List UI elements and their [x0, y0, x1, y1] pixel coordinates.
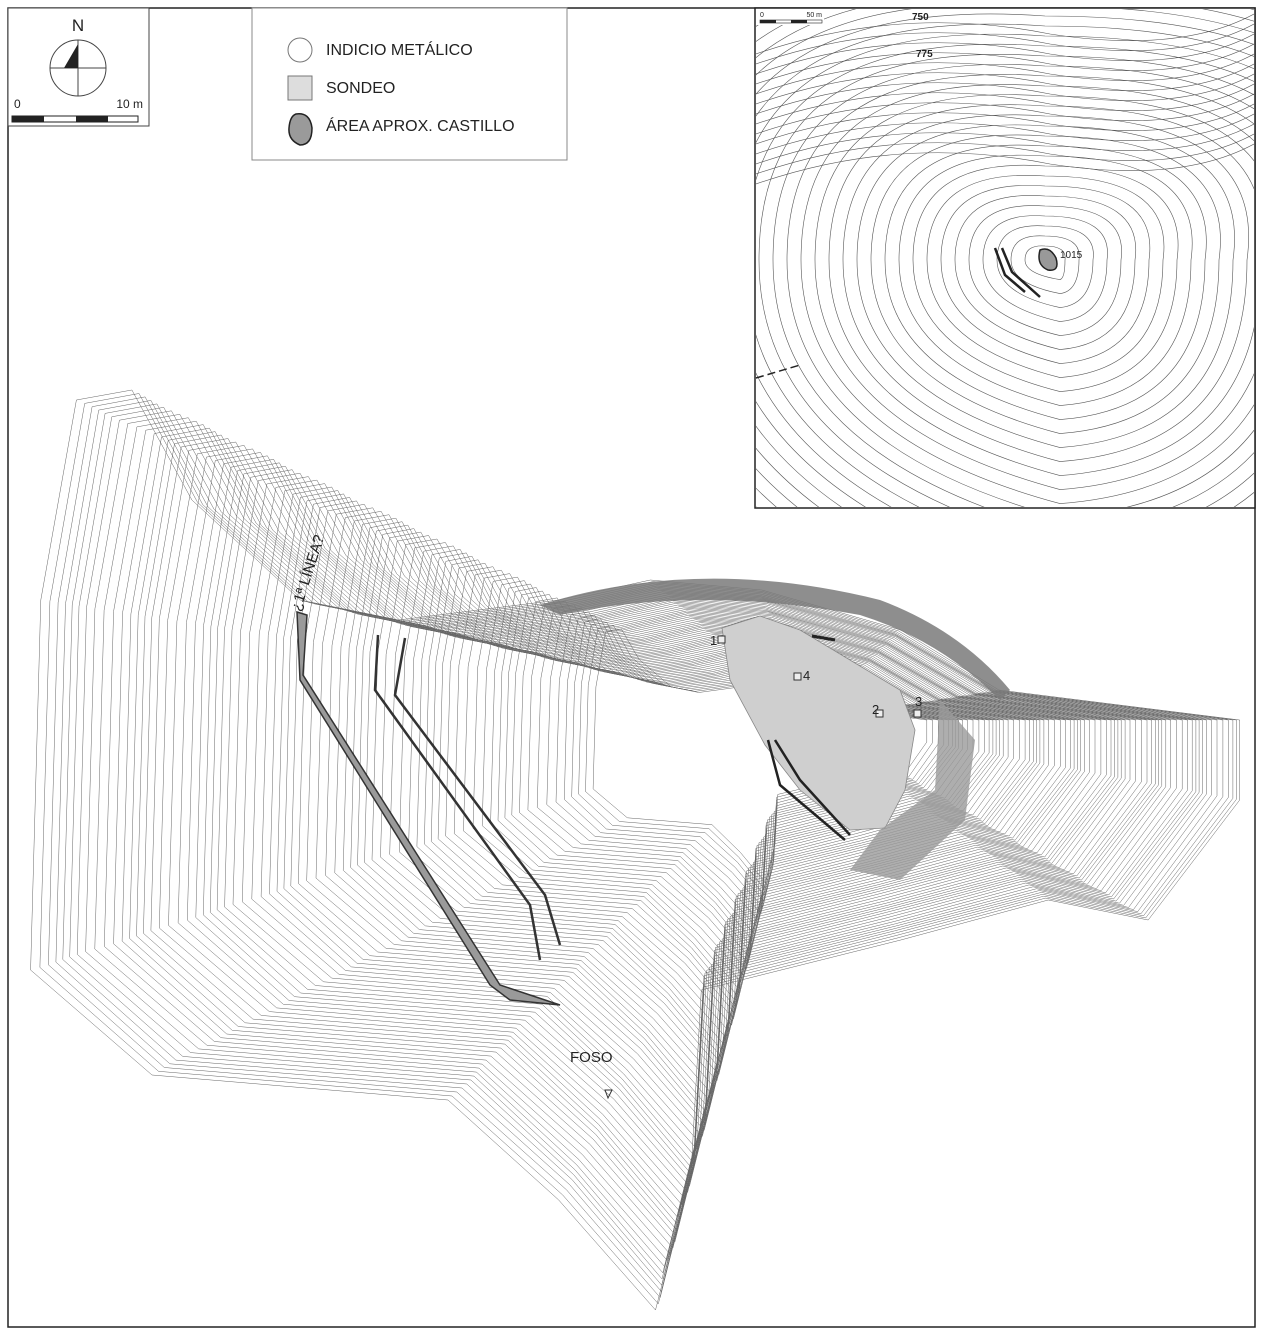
sounding-label: 2 — [872, 702, 879, 717]
inset-scale-start: 0 — [760, 12, 764, 19]
sounding-label: 3 — [915, 694, 922, 709]
scale-bar-segment — [76, 116, 108, 122]
inset-scale-segment — [760, 20, 776, 23]
moat-label: FOSO — [570, 1049, 613, 1066]
scale-bar-segment — [12, 116, 44, 122]
map: 1 2 3 4 ¿1ª LÍNEA? FOSO N 0 10 m INDICIO… — [0, 0, 1262, 1328]
north-label: N — [72, 16, 84, 35]
legend-label: ÁREA APROX. CASTILLO — [326, 116, 515, 135]
sondeo — [914, 710, 921, 717]
sounding-label: 1 — [710, 633, 717, 648]
sondeo — [718, 636, 725, 643]
legend-symbol — [289, 114, 312, 145]
sondeo — [794, 673, 801, 680]
scale-end: 10 m — [116, 97, 143, 111]
inset-scale-end: 50 m — [806, 12, 822, 19]
contour-label: 775 — [916, 49, 933, 60]
page: 1 2 3 4 ¿1ª LÍNEA? FOSO N 0 10 m INDICIO… — [0, 0, 1262, 1328]
summit-label: 1015 — [1060, 250, 1083, 261]
legend-symbol — [288, 76, 312, 100]
legend-label: SONDEO — [326, 80, 395, 97]
legend-symbol — [288, 38, 312, 62]
inset-scale-segment — [791, 20, 807, 23]
sounding-label: 4 — [803, 668, 810, 683]
contour-label: 750 — [912, 12, 929, 23]
legend-label: INDICIO METÁLICO — [326, 40, 473, 59]
scale-start: 0 — [14, 97, 21, 111]
